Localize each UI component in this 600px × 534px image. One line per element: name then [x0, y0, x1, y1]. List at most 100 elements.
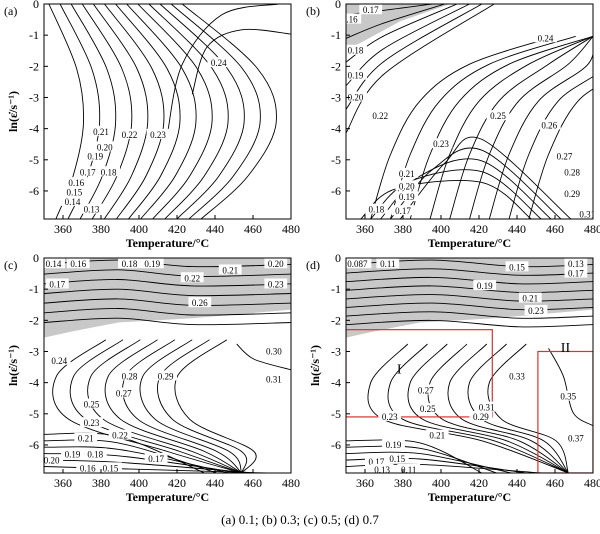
- y-tick-label: -6: [331, 184, 341, 198]
- x-tick-label: 480: [282, 476, 300, 490]
- contour-line: [44, 308, 291, 316]
- contour-line: [346, 319, 593, 328]
- contour-label-bg: [63, 186, 86, 197]
- contour-label-bg: [564, 258, 588, 269]
- contour-line: [81, 4, 133, 219]
- contour-label-bg: [564, 432, 588, 443]
- contour-line: [93, 4, 149, 219]
- contour-label: 0.26: [541, 121, 557, 131]
- panel-c: 0.14 0.16 0.18 0.19 0.21 0.20 0.17 0.22 0.23 0.26…: [4, 251, 300, 504]
- contour-label-bg: [414, 384, 438, 395]
- contour-label-bg: [140, 258, 164, 269]
- contour-label: 0.18: [101, 167, 117, 177]
- contour-label-bg: [368, 110, 392, 121]
- contour-label: 0.14: [65, 197, 81, 207]
- contour-label-bg: [524, 304, 548, 315]
- contour-line: [427, 343, 569, 473]
- plot-frame: [345, 257, 594, 474]
- region-label: II: [561, 341, 571, 356]
- panel-b: 0.170.160.180.190.200.220.230.240.250.26…: [306, 0, 600, 250]
- contour-label-bg: [395, 180, 419, 191]
- contour-line: [44, 279, 291, 287]
- contour-line: [409, 35, 593, 219]
- contour-line: [508, 36, 593, 219]
- contour-label-bg: [359, 4, 383, 15]
- contour-label: 0.17: [363, 5, 379, 15]
- contour-label-bg: [505, 370, 529, 381]
- x-tick-label: 380: [394, 476, 412, 490]
- contour-label-bg: [564, 267, 588, 278]
- contour-label-bg: [469, 410, 493, 421]
- y-tick-label: -1: [29, 28, 39, 42]
- contour-label: 0.22: [184, 273, 200, 283]
- x-tick-label: 420: [168, 476, 186, 490]
- contour-label-bg: [180, 272, 204, 283]
- contour-label: 0.21: [522, 294, 538, 304]
- contour-label: 0.33: [509, 371, 525, 381]
- contour-label: 0.15: [67, 188, 83, 198]
- contour-label-bg: [61, 448, 84, 459]
- contour-label: 0.24: [51, 356, 67, 366]
- y-axis-title: ln(ε̇/s⁻¹): [308, 345, 322, 386]
- contour-line: [407, 343, 569, 473]
- x-tick-label: 440: [508, 476, 526, 490]
- contour-label-bg: [365, 456, 388, 467]
- contour-label: 0.20: [399, 181, 415, 191]
- contour-label-bg: [80, 398, 103, 409]
- contour-line: [44, 298, 291, 306]
- x-axis-title: Temperature/°C: [428, 236, 511, 250]
- contour-label-bg: [262, 373, 286, 384]
- panel-label: (a): [4, 4, 17, 18]
- contour-label-bg: [99, 462, 122, 473]
- contour-line: [182, 4, 277, 219]
- x-tick-label: 400: [432, 222, 450, 236]
- contour-label-bg: [264, 258, 288, 269]
- x-axis-title: Temperature/°C: [428, 490, 511, 504]
- shaded-region: [346, 258, 593, 338]
- y-tick-label: -4: [29, 376, 39, 390]
- x-axis-title: Temperature/°C: [126, 236, 209, 250]
- x-tick-label: 460: [244, 476, 262, 490]
- contour-label: 0.18: [87, 449, 103, 459]
- contour-label-bg: [486, 110, 510, 121]
- contour-line: [191, 28, 291, 95]
- contour-line: [370, 169, 542, 219]
- contour-label: 0.27: [418, 385, 434, 395]
- y-tick-label: -2: [29, 59, 39, 73]
- shaded-region: [346, 4, 450, 50]
- contour-label-bg: [144, 452, 168, 463]
- panel-label: (b): [306, 4, 320, 18]
- y-tick-label: -3: [331, 90, 341, 104]
- y-tick-label: -3: [331, 344, 341, 358]
- panel-a: 0.24 0.21 0.22 0.23 0.200.19 0.17 0.18 0.160.15…: [4, 0, 300, 250]
- contour-label: 0.21: [93, 127, 109, 137]
- contour-label: 0.31: [479, 403, 495, 413]
- contour-label: 0.14: [46, 259, 62, 269]
- contour-label-bg: [80, 417, 103, 428]
- contour-label-bg: [385, 452, 409, 463]
- contour-label-bg: [83, 150, 107, 161]
- plot-frame: [345, 3, 594, 220]
- contour-label: 0.28: [564, 167, 580, 177]
- contour-label: 0.16: [80, 463, 96, 473]
- contour-label-bg: [560, 166, 584, 177]
- contour-label-bg: [475, 401, 498, 412]
- y-tick-label: -2: [331, 59, 341, 73]
- contour-label: 0.20: [348, 92, 364, 102]
- contour-label-bg: [346, 69, 367, 80]
- contour-label: 0.11: [380, 259, 395, 269]
- contour-line: [170, 4, 261, 219]
- contour-label-bg: [473, 280, 497, 291]
- contour-label: 0.21: [222, 265, 238, 275]
- contour-label: 0.15: [103, 463, 119, 473]
- contour-label: 0.17: [148, 454, 164, 464]
- contour-label: 0.19: [477, 281, 493, 291]
- plot-area: 0.14 0.16 0.18 0.19 0.21 0.20 0.17 0.22 0.23 0.26…: [44, 258, 291, 473]
- contour-label: 0.37: [568, 434, 584, 444]
- contour-line: [44, 269, 291, 277]
- contour-label: 0.31: [579, 209, 595, 219]
- x-axis-title: Temperature/°C: [126, 490, 209, 504]
- contour-label: 0.13: [374, 465, 390, 475]
- contour-label: 0.11: [401, 465, 416, 475]
